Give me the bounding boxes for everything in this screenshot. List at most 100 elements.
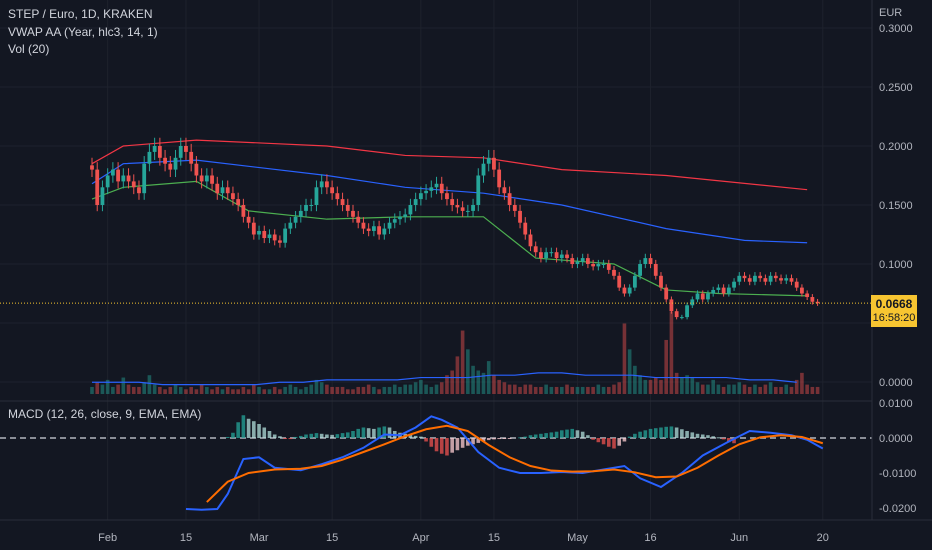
candle-body <box>335 193 340 200</box>
volume-bar <box>570 386 575 394</box>
candle-body <box>398 216 402 220</box>
candle-body <box>471 205 475 211</box>
volume-bar <box>356 386 361 394</box>
volume-bar <box>794 379 799 394</box>
macd-histogram-bar <box>408 434 413 438</box>
volume-bar <box>163 389 167 394</box>
volume-bar <box>643 379 648 394</box>
macd-tick-label: 0.0100 <box>879 398 913 410</box>
candle-body <box>575 261 580 264</box>
macd-histogram-bar <box>539 433 543 438</box>
macd-histogram-bar <box>622 438 627 442</box>
candle-body <box>565 254 569 259</box>
volume-bar <box>700 384 705 394</box>
volume-bar <box>283 386 287 394</box>
macd-histogram-bar <box>413 435 418 438</box>
candle-body <box>669 299 674 312</box>
candle-body <box>559 254 564 259</box>
symbol-legend[interactable]: STEP / Euro, 1D, KRAKEN <box>8 7 153 21</box>
macd-histogram-bar <box>434 438 439 452</box>
volume-bar <box>486 361 491 394</box>
time-tick-label: Mar <box>250 532 269 544</box>
candle-body <box>236 199 241 205</box>
vwap-legend[interactable]: VWAP AA (Year, hlc3, 14, 1) <box>8 25 158 39</box>
candle-body <box>533 246 538 253</box>
candle-body <box>554 252 559 259</box>
macd-histogram-bar <box>330 434 334 438</box>
volume-bar <box>131 386 136 394</box>
candle-body <box>257 230 261 235</box>
candle-body <box>215 183 220 194</box>
candle-body <box>340 199 345 205</box>
candles <box>0 137 872 320</box>
macd-histogram-bar <box>648 428 653 438</box>
volume-bar <box>747 386 752 394</box>
volume-bar <box>560 386 564 394</box>
macd-histogram-bar <box>638 431 642 438</box>
volume-bar <box>466 349 470 394</box>
candle-body <box>210 175 214 184</box>
volume-bar <box>591 386 595 394</box>
candle-body <box>246 216 251 223</box>
macd-histogram-bar <box>544 433 548 438</box>
volume-bar <box>340 386 345 394</box>
candle-body <box>617 275 622 288</box>
time-tick-label: 15 <box>488 532 500 544</box>
volume-bar <box>617 382 622 394</box>
macd-histogram-bar <box>565 429 569 438</box>
volume-legend[interactable]: Vol (20) <box>8 42 50 56</box>
candle-body <box>606 264 611 270</box>
macd-legend[interactable]: MACD (12, 26, close, 9, EMA, EMA) <box>8 407 202 421</box>
candle-body <box>314 187 319 205</box>
volume-bar <box>758 386 762 394</box>
price-tick-label: 0.1500 <box>879 200 913 212</box>
macd-histogram-bar <box>643 430 648 438</box>
volume-bar <box>627 349 632 394</box>
macd-histogram-bar <box>272 434 277 438</box>
candle-body <box>664 287 669 300</box>
macd-histogram-bar <box>246 418 251 438</box>
time-tick-label: 20 <box>817 532 829 544</box>
macd-histogram-bar <box>612 438 616 449</box>
candle-body <box>523 222 528 235</box>
candle-body <box>267 234 272 239</box>
volume-bar <box>262 389 267 394</box>
volume-bar <box>450 370 454 394</box>
volume-bar <box>189 386 193 394</box>
macd-histogram-bar <box>424 438 428 442</box>
volume-bar <box>304 386 308 394</box>
macd-histogram-bar <box>340 433 345 438</box>
macd-histogram-bar <box>387 427 392 438</box>
vwap-upper-line <box>91 139 808 191</box>
candle-body <box>408 205 413 215</box>
volume-bar <box>481 372 486 394</box>
macd-pane <box>0 415 872 511</box>
volume-bar <box>158 386 162 394</box>
volume-ma-line <box>92 372 797 386</box>
macd-histogram-bar <box>596 438 601 443</box>
bar-countdown: 16:58:20 <box>872 312 916 324</box>
volume-bar <box>142 382 146 394</box>
volume-bar <box>586 386 590 394</box>
volume-bar <box>596 384 601 394</box>
candle-body <box>163 157 167 164</box>
candle-body <box>570 258 575 264</box>
candle-body <box>586 258 590 264</box>
vwap-bands <box>91 139 808 297</box>
volume-bar <box>544 384 548 394</box>
macd-histogram-bar <box>356 428 361 438</box>
candle-body <box>502 187 507 194</box>
candle-body <box>632 275 637 288</box>
volume-bar <box>231 389 235 394</box>
volume-bar <box>601 386 606 394</box>
volume-bar <box>533 386 538 394</box>
volume-bar <box>810 386 815 394</box>
macd-histogram-bar <box>236 422 240 438</box>
macd-histogram-bar <box>549 432 554 438</box>
candle-body <box>638 264 642 276</box>
volume-bar <box>215 386 220 394</box>
volume-bar <box>194 389 199 394</box>
candle-body <box>627 287 632 294</box>
macd-histogram-bar <box>502 438 507 439</box>
